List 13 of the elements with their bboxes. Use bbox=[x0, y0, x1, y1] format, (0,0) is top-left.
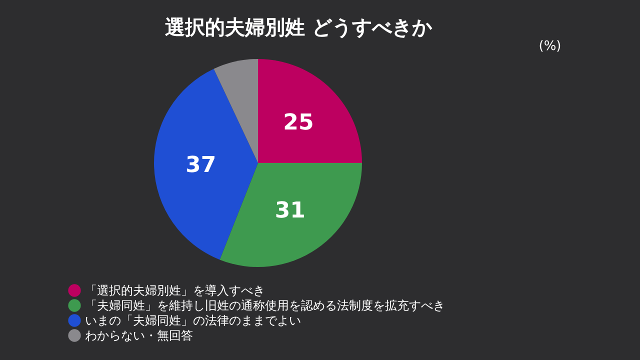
legend-label: わからない・無回答 bbox=[85, 328, 193, 342]
chart-title: 選択的夫婦別姓 どうすべきか bbox=[165, 15, 433, 39]
legend-label: 「夫婦同姓」を維持し旧姓の通称使用を認める法制度を拡充すべき bbox=[85, 298, 445, 312]
pie-slice bbox=[258, 59, 362, 163]
data-label: 25 bbox=[283, 110, 314, 136]
pie-slice bbox=[220, 163, 362, 267]
legend-label: 「選択的夫婦別姓」を導入すべき bbox=[85, 284, 265, 298]
pie-slice bbox=[214, 59, 258, 163]
data-label: 37 bbox=[186, 152, 216, 178]
text: (%) bbox=[538, 39, 562, 54]
pie-slice bbox=[154, 68, 258, 260]
data-label: 31 bbox=[274, 198, 306, 224]
legend-label: いまの「夫婦同姓」の法律のままでよい bbox=[85, 314, 301, 328]
